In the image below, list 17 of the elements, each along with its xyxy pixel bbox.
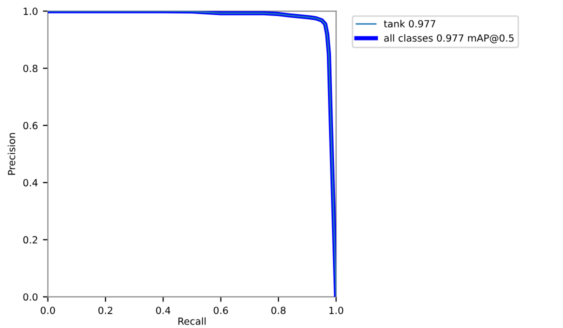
legend-label: all classes 0.977 mAP@0.5 xyxy=(384,34,514,44)
x-tick-label: 0.0 xyxy=(40,306,55,314)
x-tick-label: 0.6 xyxy=(214,306,228,314)
x-tick-label: 0.8 xyxy=(271,306,286,314)
line-series xyxy=(48,11,336,297)
y-axis-title: Precision xyxy=(8,133,16,175)
y-tick-label: 0.8 xyxy=(23,64,38,72)
y-tick-label: 0.2 xyxy=(23,236,38,244)
x-tick-label: 0.4 xyxy=(156,306,170,314)
legend-label: tank 0.977 xyxy=(384,20,436,28)
x-tick-label: 0.2 xyxy=(98,306,112,314)
x-axis-title: Recall xyxy=(178,317,206,325)
x-tick-label: 1.0 xyxy=(329,306,344,314)
y-tick-label: 0.0 xyxy=(23,293,38,301)
y-tick-label: 0.6 xyxy=(23,122,38,130)
y-tick-label: 1.0 xyxy=(24,8,38,15)
y-tick-label: 0.4 xyxy=(23,179,38,186)
